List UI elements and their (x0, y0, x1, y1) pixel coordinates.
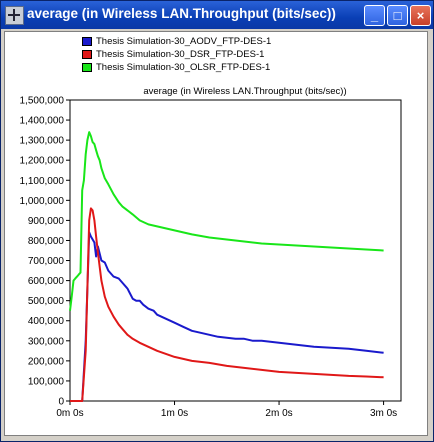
x-axis: 0m 0s 1m 0s 2m 0s 3m 0s (56, 401, 397, 419)
y-tick-label: 300,000 (28, 336, 65, 347)
y-tick-label: 400,000 (28, 316, 65, 327)
window-title: average (in Wireless LAN.Throughput (bit… (27, 6, 336, 21)
legend-label-olsr: Thesis Simulation-30_OLSR_FTP-DES-1 (96, 62, 271, 73)
minimize-icon: _ (370, 8, 379, 23)
close-button[interactable]: × (410, 5, 431, 26)
y-tick-label: 100,000 (28, 376, 65, 387)
x-tick-label: 2m 0s (265, 408, 292, 419)
close-icon: × (416, 8, 425, 23)
minimize-button[interactable]: _ (364, 5, 385, 26)
y-tick-label: 0 (58, 397, 64, 408)
x-tick-label: 0m 0s (56, 408, 83, 419)
title-bar[interactable]: average (in Wireless LAN.Throughput (bit… (1, 1, 433, 29)
maximize-icon: □ (393, 8, 402, 23)
app-icon[interactable] (5, 6, 24, 25)
legend-swatch-olsr (82, 63, 92, 72)
x-tick-label: 3m 0s (370, 408, 397, 419)
y-tick-label: 600,000 (28, 276, 65, 287)
legend-item-olsr: Thesis Simulation-30_OLSR_FTP-DES-1 (82, 61, 271, 74)
y-tick-label: 1,500,000 (20, 96, 65, 107)
series-lines (69, 131, 384, 402)
y-tick-label: 1,000,000 (20, 196, 65, 207)
legend-item-dsr: Thesis Simulation-30_DSR_FTP-DES-1 (82, 48, 271, 61)
y-tick-label: 200,000 (28, 356, 65, 367)
series-line-olsr (69, 131, 384, 311)
y-tick-label: 1,100,000 (20, 176, 65, 187)
legend-swatch-dsr (82, 50, 92, 59)
plot-area (69, 99, 402, 402)
chart-title: average (in Wireless LAN.Throughput (bit… (143, 86, 346, 97)
series-line-dsr (70, 207, 384, 402)
y-axis: 0 100,000 200,000 300,000 400,000 500,000 600,… (20, 96, 70, 408)
x-tick-label: 1m 0s (161, 408, 188, 419)
legend-swatch-aodv (82, 37, 92, 46)
legend-label-dsr: Thesis Simulation-30_DSR_FTP-DES-1 (96, 49, 265, 60)
y-tick-label: 800,000 (28, 236, 65, 247)
y-tick-label: 900,000 (28, 216, 65, 227)
y-tick-label: 1,300,000 (20, 136, 65, 147)
y-tick-label: 500,000 (28, 296, 65, 307)
legend-item-aodv: Thesis Simulation-30_AODV_FTP-DES-1 (82, 35, 271, 48)
legend: Thesis Simulation-30_AODV_FTP-DES-1 Thes… (82, 35, 271, 74)
y-tick-label: 700,000 (28, 256, 65, 267)
legend-label-aodv: Thesis Simulation-30_AODV_FTP-DES-1 (96, 36, 272, 47)
y-tick-label: 1,400,000 (20, 116, 65, 127)
maximize-button[interactable]: □ (387, 5, 408, 26)
y-tick-label: 1,200,000 (20, 156, 65, 167)
